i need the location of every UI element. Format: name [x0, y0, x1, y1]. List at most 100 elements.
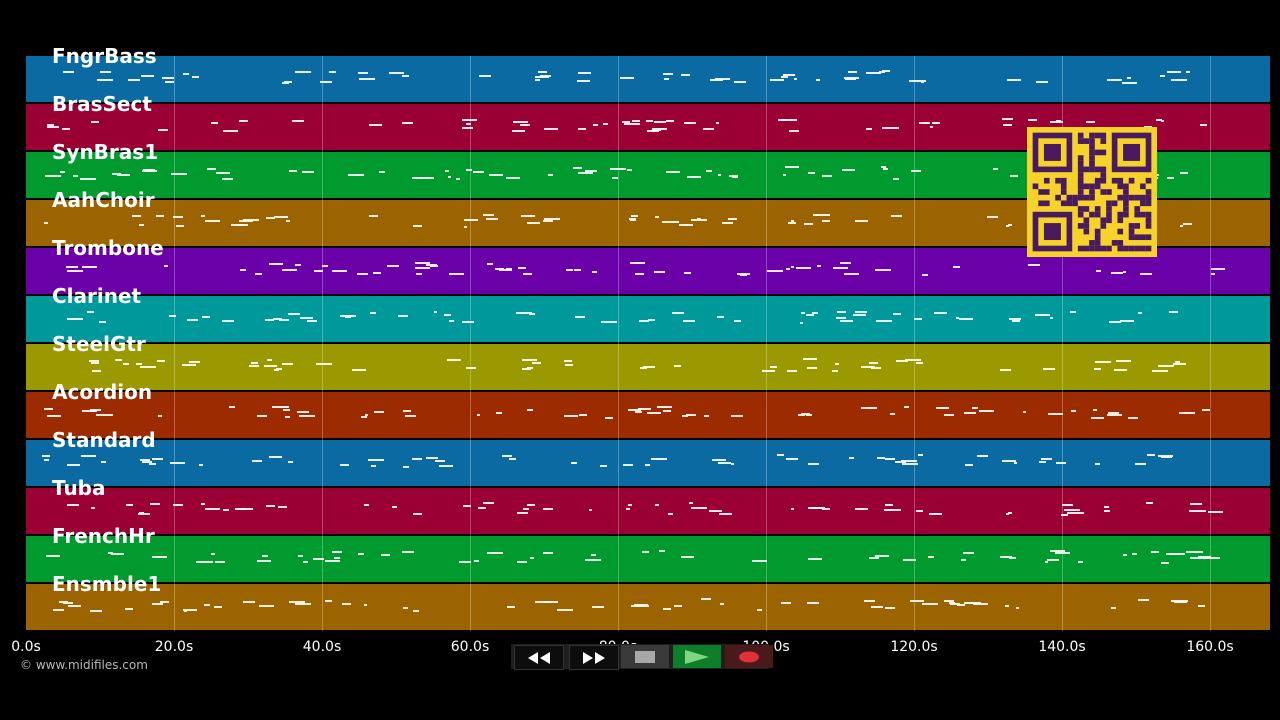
stop-icon	[635, 650, 655, 663]
midi-note	[578, 171, 594, 174]
midi-note	[993, 168, 998, 170]
midi-note	[646, 129, 660, 132]
midi-note	[43, 222, 48, 225]
midi-note	[282, 362, 294, 365]
midi-note	[904, 358, 921, 361]
midi-note	[1035, 80, 1048, 83]
midi-note	[733, 319, 742, 322]
midi-note	[1138, 311, 1142, 314]
midi-note	[1127, 417, 1138, 420]
midi-note	[111, 552, 124, 555]
midi-note	[415, 262, 431, 265]
midi-note	[977, 454, 988, 457]
midi-note	[176, 224, 184, 227]
midi-note	[1182, 223, 1192, 226]
fast-forward-button[interactable]	[569, 645, 619, 670]
midi-note	[806, 367, 817, 370]
midi-note	[42, 454, 51, 457]
track-label: Ensmble1	[52, 572, 162, 596]
record-button[interactable]	[725, 645, 773, 668]
midi-note	[299, 415, 315, 418]
midi-note	[566, 269, 574, 272]
midi-note	[63, 602, 73, 605]
midi-note	[918, 454, 924, 457]
midi-note	[821, 508, 830, 511]
midi-note	[489, 173, 504, 176]
midi-note	[855, 508, 869, 511]
midi-note	[139, 511, 144, 514]
midi-note	[444, 169, 449, 172]
midi-note	[956, 604, 965, 607]
midi-note	[60, 170, 65, 173]
midi-note	[275, 368, 283, 371]
midi-note	[1204, 556, 1221, 559]
time-tick-label: 140.0s	[1038, 639, 1086, 655]
midi-note	[402, 75, 410, 78]
midi-note	[277, 506, 287, 509]
midi-note	[478, 506, 487, 509]
midi-note	[1190, 503, 1203, 506]
midi-note	[412, 457, 423, 460]
midi-note	[650, 458, 667, 460]
midi-note	[45, 175, 62, 178]
midi-note	[681, 415, 689, 418]
midi-note	[230, 223, 242, 226]
midi-note	[535, 78, 541, 81]
midi-note	[1056, 119, 1062, 122]
midi-note	[294, 602, 312, 605]
midi-note	[654, 216, 659, 219]
midi-note	[135, 363, 143, 366]
midi-note	[67, 317, 83, 320]
midi-note	[882, 70, 891, 73]
midi-note	[522, 358, 537, 361]
midi-note	[1045, 561, 1049, 564]
midi-note	[884, 458, 895, 461]
midi-note	[709, 510, 722, 513]
midi-note	[591, 270, 597, 273]
midi-note	[1009, 557, 1017, 560]
midi-note	[1002, 118, 1013, 121]
midi-note	[479, 75, 491, 78]
midi-note	[322, 264, 328, 267]
midi-note	[298, 555, 304, 558]
midi-note	[769, 78, 784, 81]
midi-note	[681, 555, 695, 558]
midi-note	[667, 512, 673, 515]
rewind-button[interactable]	[514, 645, 564, 670]
midi-note	[340, 463, 349, 466]
midi-note	[425, 457, 438, 460]
midi-note	[571, 461, 576, 464]
play-button[interactable]	[673, 645, 721, 668]
midi-note	[139, 223, 144, 226]
time-tick-label: 120.0s	[890, 639, 938, 655]
midi-note	[101, 78, 114, 81]
midi-note	[839, 262, 852, 265]
midi-note	[532, 361, 541, 364]
midi-note	[1132, 552, 1138, 555]
midi-note	[264, 365, 277, 367]
midi-note	[172, 215, 184, 218]
midi-note	[848, 70, 857, 73]
midi-note	[333, 557, 340, 560]
midi-note	[563, 415, 579, 418]
midi-note	[516, 312, 532, 315]
midi-note	[631, 215, 638, 218]
midi-note	[967, 602, 982, 604]
midi-note	[933, 312, 947, 315]
midi-note	[627, 169, 632, 172]
midi-note	[1106, 79, 1123, 82]
midi-note	[257, 559, 271, 562]
midi-note	[210, 121, 219, 124]
midi-note	[842, 168, 856, 171]
midi-note	[156, 215, 165, 218]
midi-note	[251, 362, 258, 365]
midi-note	[1116, 360, 1132, 363]
midi-note	[805, 314, 814, 317]
stop-button[interactable]	[621, 645, 669, 668]
midi-note	[328, 70, 336, 73]
midi-note	[325, 599, 332, 602]
midi-note	[881, 166, 887, 169]
midi-note	[365, 413, 369, 416]
midi-note	[928, 555, 934, 558]
midi-note	[642, 550, 649, 553]
